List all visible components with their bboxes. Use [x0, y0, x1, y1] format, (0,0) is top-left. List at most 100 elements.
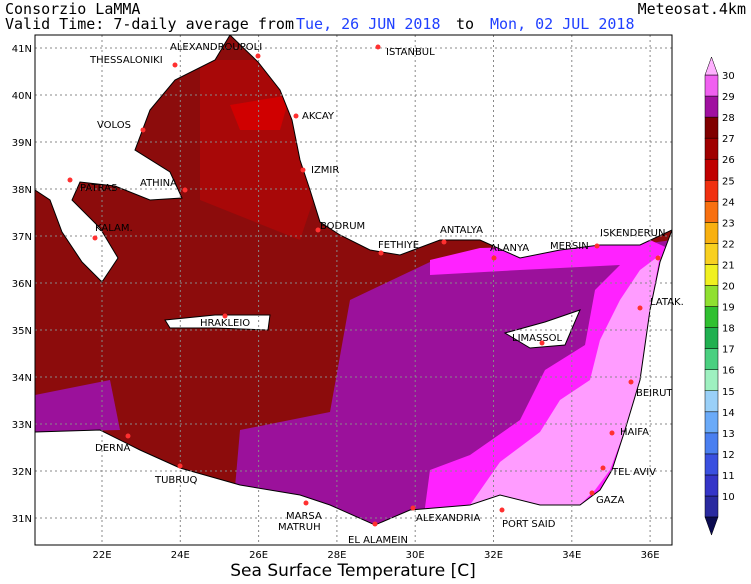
city-dot: [589, 490, 595, 496]
colorbar-box: [704, 201, 719, 223]
graticule: [35, 35, 672, 545]
colorbar-label: 24: [722, 197, 735, 208]
lon-tick-label: 36E: [641, 550, 660, 561]
city-label: THESSALONIKI: [89, 55, 163, 66]
colorbar-label: 18: [722, 324, 735, 335]
colorbar-label: 16: [722, 366, 735, 377]
colorbar-label: 17: [722, 345, 735, 356]
colorbar-label: 27: [722, 134, 735, 145]
lat-tick-label: 36N: [12, 279, 32, 290]
date-from: Tue, 26 JUN 2018: [296, 15, 441, 33]
colorbar-label: 23: [722, 218, 735, 229]
lat-tick-label: 40N: [12, 91, 32, 102]
city-dot: [92, 235, 98, 241]
city-dot: [491, 255, 497, 261]
city-label: BEIRUT: [636, 388, 673, 399]
lon-tick-label: 30E: [406, 550, 425, 561]
city-dot: [600, 465, 606, 471]
city-dot: [315, 227, 321, 233]
colorbar-box: [704, 180, 719, 202]
city-label: HRAKLEIO: [200, 318, 250, 329]
city-label: ISTANBUL: [386, 47, 435, 58]
colorbar-box: [704, 432, 719, 455]
date-to-word: to: [456, 15, 474, 33]
colorbar-under: [704, 516, 719, 536]
colorbar-label: 15: [722, 387, 735, 398]
lat-tick-label: 38N: [12, 185, 32, 196]
city-label: PORT SAID: [502, 519, 556, 530]
lat-tick-label: 34N: [12, 373, 32, 384]
colorbar-label: 28: [722, 113, 735, 124]
map: [35, 35, 672, 545]
lon-tick-label: 26E: [249, 550, 268, 561]
colorbar-label: 22: [722, 239, 735, 250]
colorbar-label: 25: [722, 176, 735, 187]
frame: [34, 34, 673, 546]
colorbar-box: [704, 243, 719, 265]
colorbar-label: 26: [722, 155, 735, 166]
city-label: GAZA: [596, 495, 624, 506]
colorbar-label: 30: [722, 71, 735, 82]
colorbar-label: 14: [722, 408, 735, 419]
colorbar-box: [704, 390, 719, 413]
city-dot: [293, 113, 299, 119]
colorbar-label: 21: [722, 260, 735, 271]
colorbar-box: [704, 158, 719, 181]
city-label: PATRAS: [80, 183, 117, 194]
city-label: DERNA: [95, 443, 130, 454]
lon-tick-label: 32E: [484, 550, 503, 561]
colorbar-box: [704, 137, 719, 160]
city-dot: [655, 255, 661, 261]
city-dot: [609, 430, 615, 436]
city-dot: [303, 500, 309, 506]
lat-tick-label: 35N: [12, 326, 32, 337]
city-dot: [182, 187, 188, 193]
colorbar-box: [704, 411, 719, 434]
agency: Consorzio LaMMA: [5, 0, 140, 18]
colorbar-label: 20: [722, 282, 735, 293]
lat-tick-label: 41N: [12, 44, 32, 55]
lon-tick-label: 24E: [171, 550, 190, 561]
lat-tick-label: 33N: [12, 420, 32, 431]
city-dot: [499, 507, 505, 513]
city-dot: [222, 313, 228, 319]
city-label: IZMIR: [311, 165, 339, 176]
colorbar-box: [704, 116, 719, 139]
lon-tick-label: 34E: [562, 550, 581, 561]
city-label: LATAK.: [650, 297, 684, 308]
city-label: ALEXANDRIA: [416, 513, 481, 524]
colorbar-box: [704, 327, 719, 349]
city-label: KALAM.: [95, 223, 133, 234]
source: Meteosat.4km: [638, 0, 746, 18]
city-dot: [172, 62, 178, 68]
colorbar-box: [704, 74, 719, 97]
city-label: ATHINA: [140, 178, 177, 189]
lon-tick-label: 22E: [92, 550, 111, 561]
city-dot: [140, 127, 146, 133]
city-dot: [594, 243, 600, 249]
lat-tick-label: 32N: [12, 467, 32, 478]
lat-tick-label: 31N: [12, 514, 32, 525]
city-label: MATRUH: [278, 522, 321, 533]
colorbar-label: 10: [722, 492, 735, 503]
x-label: Sea Surface Temperature [C]: [230, 561, 475, 580]
city-dot: [255, 53, 261, 59]
colorbar-box: [704, 474, 719, 497]
city-label: MERSIN: [550, 241, 589, 252]
city-label: BODRUM: [320, 221, 365, 232]
city-label: TEL AVIV: [611, 467, 656, 478]
city-dot: [628, 379, 634, 385]
colorbar-box: [704, 95, 719, 118]
colorbar-box: [704, 348, 719, 370]
city-dot: [177, 463, 183, 469]
city-dot: [125, 433, 131, 439]
city-label: LIMASSOL: [512, 333, 563, 344]
city-dot: [375, 44, 381, 50]
city-label: TUBRUQ: [154, 475, 198, 486]
colorbar-box: [704, 264, 719, 286]
city-label: VOLOS: [97, 120, 131, 131]
city-label: FETHIYE: [378, 240, 419, 251]
colorbar-over: [704, 56, 719, 76]
colorbar-label: 19: [722, 303, 735, 314]
colorbar-box: [704, 369, 719, 392]
